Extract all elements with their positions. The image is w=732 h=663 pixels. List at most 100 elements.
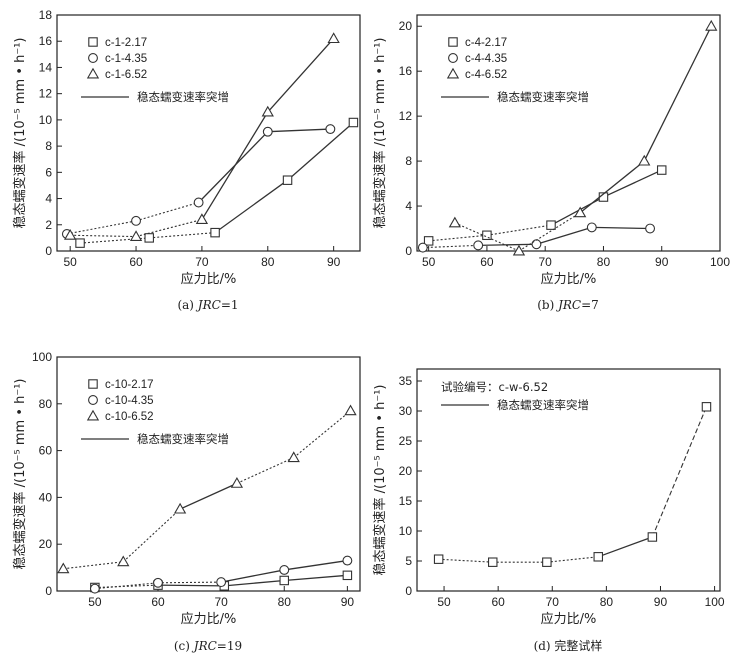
y-tick-label: 2 [45,218,52,232]
data-point [287,451,300,463]
data-point [344,404,357,416]
caption-rest: 完整试样 [554,638,602,653]
series-c-1-2.17 [75,117,359,248]
series-segment-dashed [546,556,599,563]
caption-letter: (b) [537,298,558,312]
legend-marker [88,379,98,389]
y-axis-label: 稳态蠕变速率 /(10⁻⁵ mm • h⁻¹) [12,38,28,229]
data-point [638,154,651,166]
series-segment-solid [603,169,663,198]
x-tick-label: 90 [327,255,341,269]
series-segment-solid [643,25,712,162]
series-segment-dashed [486,224,552,236]
series-segment-solid [201,111,269,220]
data-point [75,238,85,248]
data-point [117,555,130,567]
plot-frame [416,14,721,252]
data-point [423,236,434,246]
series-c-4-4.35 [417,222,656,253]
panel-caption: (b) JRC=7 [537,298,599,312]
legend-entry: c-10-2.17 [105,379,154,391]
caption-letter: (d) [534,639,555,653]
chart-panel-b: 50 60 70 80 90 100 0 4 8 12 16 20 应力比/% 稳态蠕变速率 /(10⁻⁵… [372,14,730,312]
x-tick-label: 70 [539,255,553,269]
legend-entry: c-4-2.17 [465,37,507,49]
x-tick-label: 70 [214,595,228,609]
data-point [279,575,289,586]
series-segment-solid [287,122,354,181]
panel-caption: (d) 完整试样 [534,638,603,653]
x-axis-label: 应力比/% [541,611,597,627]
y-tick-label: 12 [39,87,53,101]
legend-marker [88,395,98,405]
x-tick-label: 60 [480,255,494,269]
caption-italic: JRC [191,639,217,653]
plot-frame [416,368,721,592]
data-point [546,220,556,230]
y-tick-label: 40 [39,490,53,504]
data-point [342,570,353,581]
legend-entry: c-10-6.52 [105,411,154,423]
series-segment-dashed [236,457,294,484]
x-tick-label: 60 [491,595,505,609]
x-tick-label: 80 [600,595,614,609]
data-point [282,175,293,185]
y-tick-label: 8 [405,154,412,168]
panel-caption: (c) JRC=19 [174,639,242,653]
legend: c-10-2.17 c-10-4.35 c-10-6.52 稳态蠕变速率突增 [81,379,229,446]
legend-entry: c-1-4.35 [105,53,147,65]
x-tick-label: 90 [655,255,669,269]
caption-letter: (c) [174,639,194,653]
y-tick-label: 16 [39,34,53,48]
x-tick-label: 80 [261,255,275,269]
y-tick-label: 20 [399,19,413,33]
legend-marker [446,67,460,79]
panel-caption: (a) JRC=1 [177,298,238,312]
data-point [327,32,340,44]
x-tick-label: 60 [151,595,165,609]
series-segment-dashed [422,244,479,249]
legend-marker [448,53,458,63]
x-tick-label: 60 [129,255,143,269]
y-tick-label: 4 [405,199,412,213]
series-segment-dashed [135,201,199,222]
y-tick-label: 10 [39,113,53,127]
series-c-10-4.35 [89,555,353,594]
series-segment-solid [579,160,645,214]
series-segment-solid [598,536,653,558]
y-tick-label: 10 [399,524,413,538]
data-point [586,222,597,233]
chart-panel-a: 50 60 70 80 90 0 2 4 6 8 10 12 14 16 18 应力比/% 稳态蠕变速率 /(1… [12,8,361,312]
series-c-10-6.52 [57,404,357,574]
series-segment-dashed [157,581,222,584]
x-tick-label: 90 [654,595,668,609]
data-point [348,117,359,128]
data-point [216,577,227,588]
y-tick-label: 100 [32,350,52,364]
legend: c-4-2.17 c-4-4.35 c-4-6.52 稳态蠕变速率突增 [441,37,589,104]
data-point [193,197,204,208]
plot-frame [56,356,361,592]
y-tick-label: 20 [399,464,413,478]
legend-entry: c-4-6.52 [465,69,507,81]
caption-rest: =1 [221,298,239,312]
legend-marker [88,53,98,63]
x-tick-label: 90 [341,595,355,609]
y-tick-label: 0 [45,584,52,598]
data-point [593,552,604,562]
x-tick-label: 100 [710,255,730,269]
caption-letter: (a) [177,298,197,312]
data-point [701,402,712,412]
caption-rest: =7 [581,298,599,312]
data-point [487,557,498,567]
series-segment-dashed [428,234,487,242]
y-tick-label: 0 [405,584,412,598]
data-point [705,19,718,31]
legend-line-label: 稳态蠕变速率突增 [137,90,229,104]
y-tick-label: 15 [399,494,413,508]
y-tick-label: 16 [399,64,413,78]
series-segment-solid [536,226,592,245]
y-tick-label: 12 [399,109,413,123]
y-tick-label: 35 [399,374,413,388]
y-axis-label: 稳态蠕变速率 /(10⁻⁵ mm • h⁻¹) [372,38,388,229]
